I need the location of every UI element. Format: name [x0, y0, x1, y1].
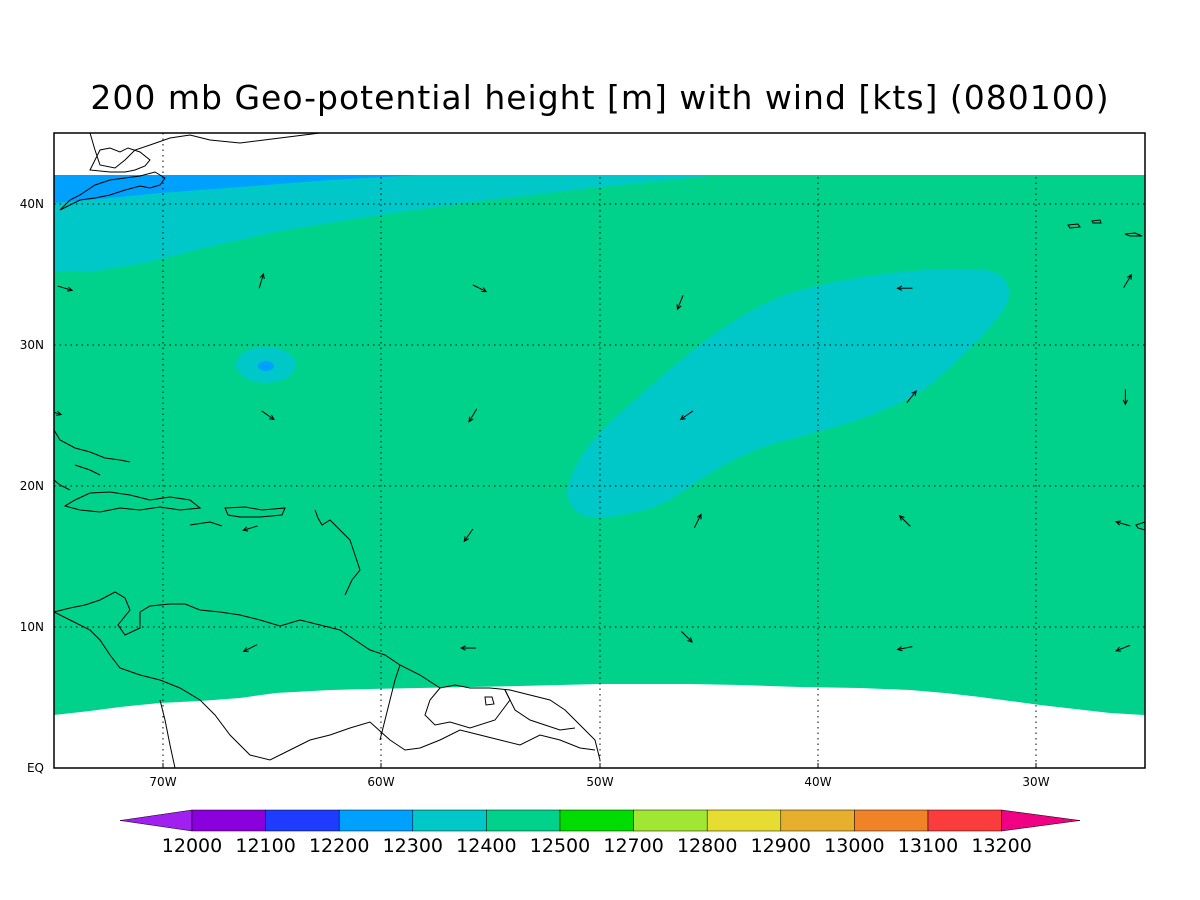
- colorbar-level-label: 12200: [309, 835, 369, 857]
- colorbar: 12000 12100 12200 12300 12400 12500 12700 12800…: [119, 809, 1081, 857]
- height-field-12200-low: [258, 361, 274, 371]
- lon-axis-labels: 70W 60W 50W 40W 30W: [149, 775, 1049, 789]
- wind-arrow: [679, 410, 694, 421]
- wind-arrow: [676, 295, 684, 311]
- wind-arrow: [261, 410, 275, 421]
- wind-arrow: [468, 408, 478, 423]
- wind-vectors: [54, 272, 1132, 652]
- no-data-north-region: [320, 133, 1145, 175]
- lon-tick-label: 60W: [367, 775, 394, 789]
- height-field-12300-center: [567, 268, 1010, 518]
- colorbar-swatch: [559, 809, 634, 832]
- wind-arrow: [896, 646, 913, 652]
- colorbar-swatch: [780, 809, 855, 832]
- wind-arrow: [242, 644, 258, 652]
- colorbar-level-label: 12000: [162, 835, 222, 857]
- lon-tick-label: 40W: [804, 775, 831, 789]
- wind-arrow: [1114, 520, 1131, 527]
- colorbar-level-label: 12100: [235, 835, 295, 857]
- wind-arrow: [54, 410, 63, 416]
- colorbar-level-label: 12700: [603, 835, 663, 857]
- colorbar-level-label: 12900: [751, 835, 811, 857]
- wind-arrow: [693, 513, 702, 528]
- colorbar-swatch: [265, 809, 340, 832]
- colorbar-swatch: [854, 809, 929, 832]
- lat-tick-label: EQ: [27, 761, 44, 775]
- colorbar-level-label: 13200: [971, 835, 1031, 857]
- map-title: 200 mb Geo-potential height [m] with win…: [90, 78, 1110, 117]
- lat-tick-label: 30N: [20, 338, 44, 352]
- lon-tick-label: 50W: [586, 775, 613, 789]
- wind-arrow: [472, 284, 488, 293]
- colorbar-swatch: [486, 809, 561, 832]
- lat-axis-labels: EQ 10N 20N 30N 40N: [20, 197, 44, 775]
- axis-ticks: [162, 763, 1037, 768]
- wind-arrow: [681, 631, 693, 643]
- wind-arrow: [898, 514, 911, 527]
- colorbar-swatch: [412, 809, 487, 832]
- wind-arrow: [459, 645, 477, 651]
- wind-arrow: [896, 285, 913, 291]
- colorbar-swatch: [927, 809, 1002, 832]
- colorbar-level-label: 12300: [383, 835, 443, 857]
- colorbar-max-triangle: [1001, 809, 1081, 832]
- map-plot-area: [54, 133, 1145, 768]
- lon-tick-label: 30W: [1022, 775, 1049, 789]
- wind-arrow: [1122, 389, 1128, 406]
- colorbar-level-label: 12500: [530, 835, 590, 857]
- lat-tick-label: 40N: [20, 197, 44, 211]
- height-field-12200-north: [54, 175, 420, 203]
- colorbar-level-label: 13000: [824, 835, 884, 857]
- wind-arrow: [1123, 273, 1132, 288]
- colorbar-swatch: [338, 809, 414, 832]
- colorbar-swatch: [191, 809, 266, 832]
- wind-arrow: [463, 528, 474, 543]
- colorbar-level-label: 12800: [677, 835, 737, 857]
- lat-tick-label: 10N: [20, 620, 44, 634]
- colorbar-swatch: [633, 809, 708, 832]
- colorbar-min-triangle: [119, 809, 193, 832]
- graticule: [54, 133, 1145, 768]
- lon-tick-label: 70W: [149, 775, 176, 789]
- colorbar-level-label: 12400: [456, 835, 516, 857]
- wind-arrow: [57, 285, 74, 292]
- height-field-12300-north: [54, 175, 720, 272]
- wind-arrow: [258, 272, 265, 289]
- colorbar-level-label: 13100: [898, 835, 958, 857]
- coastlines: [54, 133, 1145, 768]
- wind-arrow: [906, 390, 917, 404]
- colorbar-swatch: [706, 809, 782, 832]
- wind-arrow: [242, 525, 258, 532]
- wind-arrow: [1115, 644, 1131, 652]
- lat-tick-label: 20N: [20, 479, 44, 493]
